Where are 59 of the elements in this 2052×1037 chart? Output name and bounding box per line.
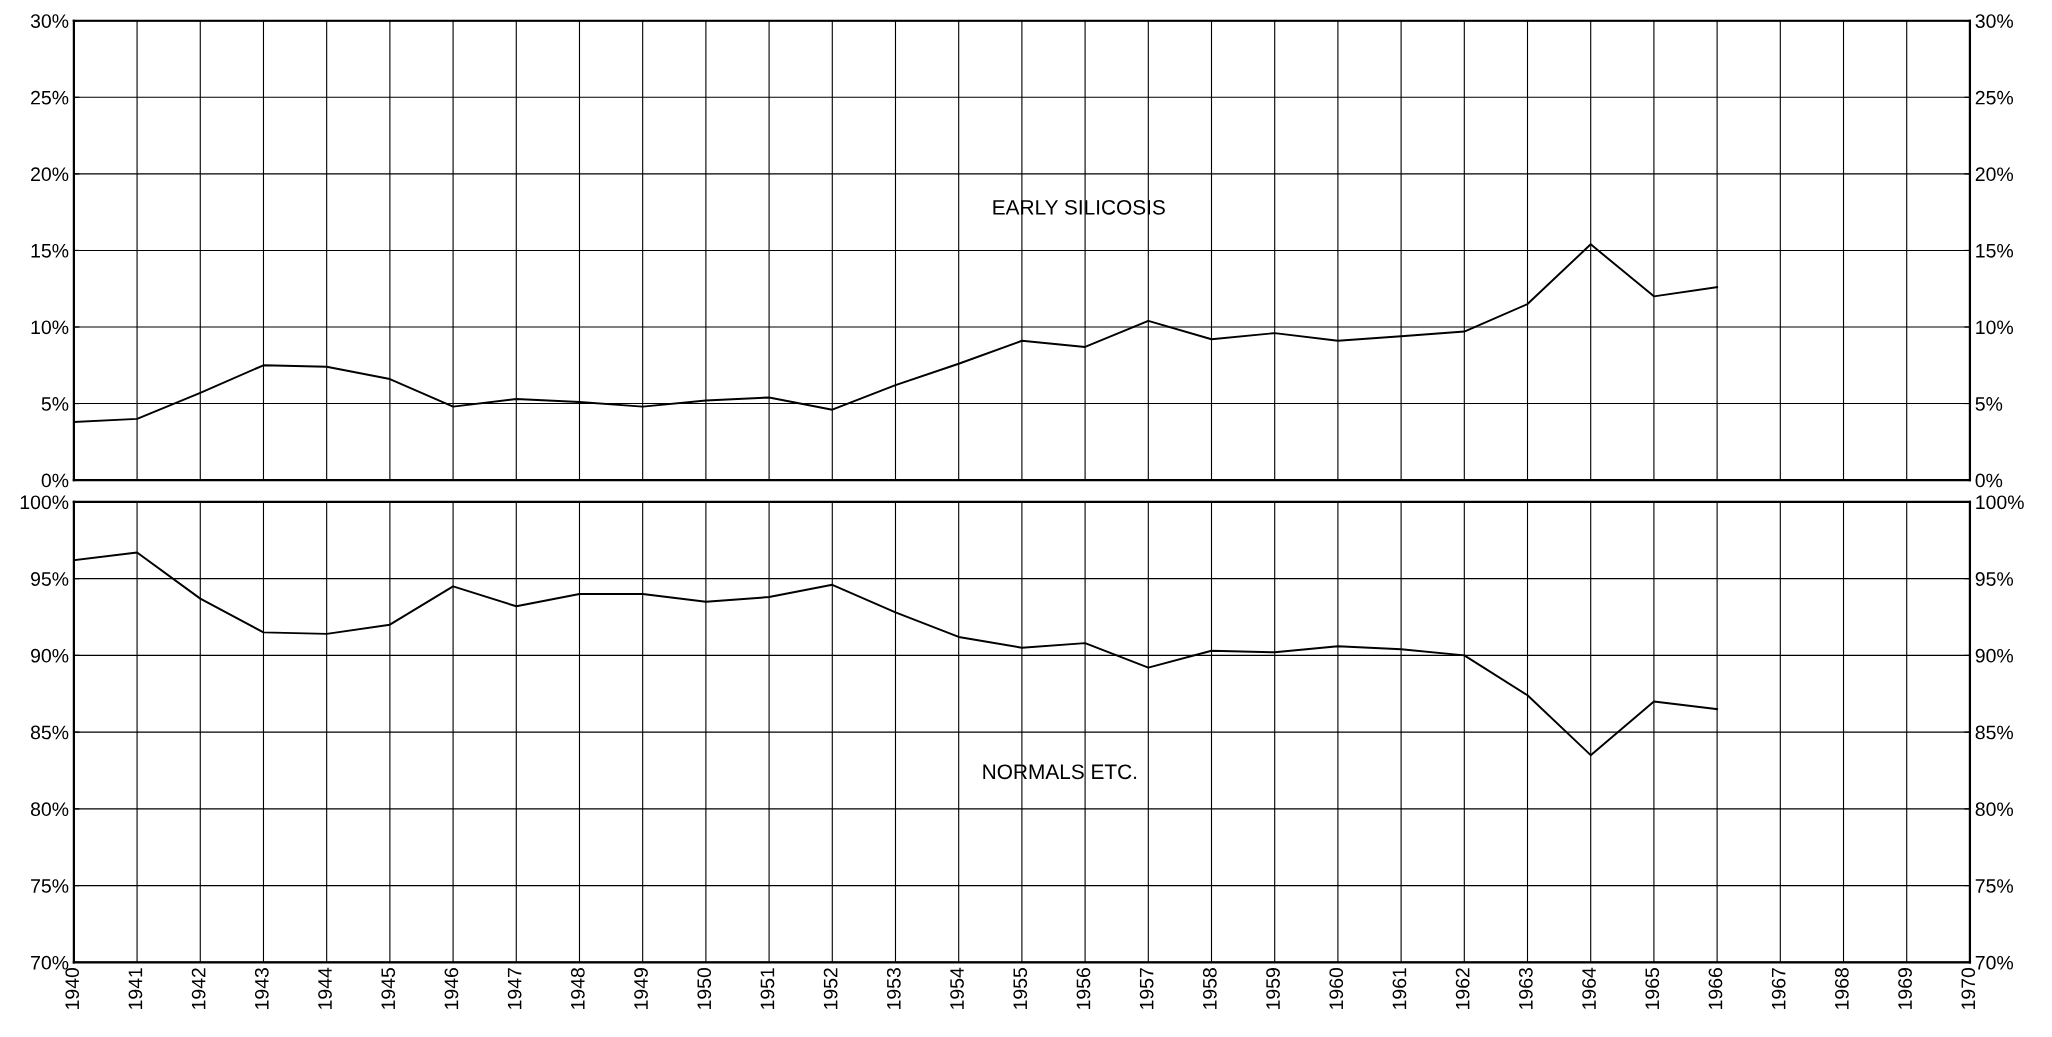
x-tick-label: 1966 xyxy=(1708,968,1723,1009)
y-tick-label: 95% xyxy=(31,572,69,586)
x-tick-label: 1942 xyxy=(191,968,206,1009)
x-tick-label: 1951 xyxy=(760,968,775,1009)
x-tick-label: 1946 xyxy=(444,968,459,1009)
x-tick-label: 1967 xyxy=(1771,968,1786,1009)
y2-tick-label: 15% xyxy=(1976,243,2014,258)
y2-tick-label: 70% xyxy=(1975,955,2014,970)
x-tick-label: 1953 xyxy=(886,968,901,1009)
y2-tick-label: 30% xyxy=(1975,14,2014,28)
x-tick-label: 1960 xyxy=(1329,967,1344,1009)
x-tick-label: 1958 xyxy=(1202,968,1217,1009)
x-tick-label: 1964 xyxy=(1582,967,1596,1009)
x-tick-label: 1947 xyxy=(507,968,522,1009)
x-tick-label: 1940 xyxy=(65,967,80,1009)
y-tick-label: 70% xyxy=(31,955,69,970)
x-tick-label: 1945 xyxy=(381,968,396,1009)
x-tick-label: 1962 xyxy=(1455,968,1470,1009)
y-tick-label: 30% xyxy=(30,14,69,28)
x-tick-label: 1955 xyxy=(1013,968,1028,1009)
y2-tick-label: 75% xyxy=(1975,879,2014,893)
x-tick-label: 1959 xyxy=(1266,968,1280,1009)
y2-tick-label: 100% xyxy=(1976,495,2024,510)
y-tick-label: 90% xyxy=(31,648,69,663)
x-tick-label: 1957 xyxy=(1139,968,1154,1009)
x-tick-label: 1949 xyxy=(634,968,648,1009)
x-tick-label: 1943 xyxy=(254,968,269,1009)
y-tick-label: 80% xyxy=(30,802,69,817)
y-tick-label: 100% xyxy=(20,495,69,510)
y-tick-label: 75% xyxy=(31,879,69,893)
y2-tick-label: 85% xyxy=(1975,725,2014,740)
x-tick-label: 1954 xyxy=(950,967,964,1009)
x-tick-label: 1950 xyxy=(697,967,712,1009)
x-tick-label: 1956 xyxy=(1076,968,1091,1009)
y2-tick-label: 90% xyxy=(1975,648,2014,663)
x-tick-label: 1952 xyxy=(823,968,838,1009)
x-tick-label: 1963 xyxy=(1518,968,1533,1009)
y2-tick-label: 0% xyxy=(1975,473,2003,488)
x-tick-label: 1961 xyxy=(1392,968,1407,1009)
y-tick-label: 5% xyxy=(41,397,69,411)
y-tick-label: 15% xyxy=(31,243,69,258)
x-tick-label: 1944 xyxy=(318,967,332,1009)
y2-tick-label: 25% xyxy=(1975,90,2014,105)
y-tick-label: 85% xyxy=(30,725,69,740)
x-tick-label: 1968 xyxy=(1834,968,1849,1009)
y2-tick-label: 10% xyxy=(1976,320,2014,335)
x-tick-label: 1969 xyxy=(1898,968,1912,1009)
y2-tick-label: 80% xyxy=(1975,802,2014,817)
y2-tick-label: 5% xyxy=(1975,397,2003,411)
x-tick-label: 1941 xyxy=(128,968,143,1009)
x-tick-label: 1965 xyxy=(1645,968,1660,1009)
y2-tick-label: 20% xyxy=(1975,167,2014,182)
y-tick-label: 20% xyxy=(31,167,69,182)
y-tick-label: 10% xyxy=(31,320,69,335)
y-tick-label: 25% xyxy=(31,90,69,105)
y2-tick-label: 95% xyxy=(1975,572,2014,586)
x-tick-label: 1970 xyxy=(1961,967,1976,1009)
y-tick-label: 0% xyxy=(41,473,69,488)
x-tick-label: 1948 xyxy=(570,968,585,1009)
